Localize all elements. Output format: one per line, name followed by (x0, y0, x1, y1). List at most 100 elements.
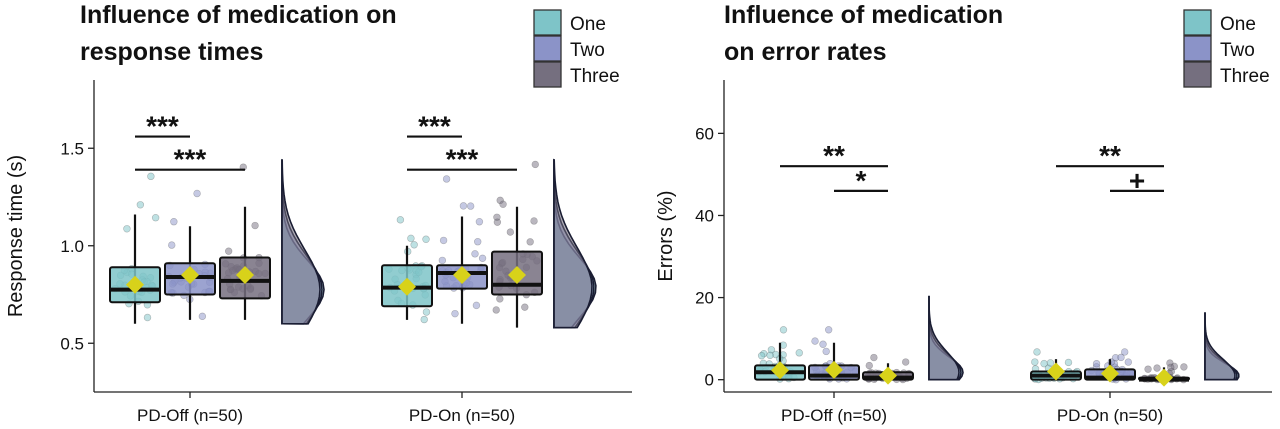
y-tick-label: 1.5 (60, 139, 84, 158)
data-point (1167, 363, 1175, 372)
mean-marker (1047, 362, 1065, 381)
data-point (407, 234, 415, 243)
error-rate-panel: Influence of medication on error rates 0 20… (655, 1, 1272, 425)
significance-label: *** (446, 144, 479, 175)
mean-marker (1155, 368, 1173, 387)
data-point (506, 228, 515, 236)
data-point (1107, 358, 1115, 366)
significance-label: *** (174, 144, 207, 175)
y-tick-label: 0 (705, 371, 714, 390)
data-point (1031, 358, 1039, 366)
data-point (795, 349, 803, 357)
data-point (822, 347, 830, 356)
legend-label: Two (1220, 40, 1255, 61)
data-point (1092, 359, 1101, 368)
chart-title-line: on error rates (724, 38, 887, 66)
legend-label: Two (570, 40, 605, 61)
response-time-panel: Influence of medication on response times… (5, 1, 632, 425)
data-point (143, 313, 152, 322)
data-point (474, 238, 482, 246)
mean-marker (181, 266, 199, 284)
data-point (442, 175, 451, 183)
data-point (493, 218, 502, 226)
data-point (824, 326, 833, 334)
data-point (499, 200, 507, 208)
data-point (410, 241, 418, 249)
y-tick-label: 60 (695, 124, 714, 143)
data-point (422, 308, 431, 316)
significance-label: ** (1099, 140, 1121, 171)
data-point (1064, 358, 1073, 367)
data-point (459, 202, 468, 210)
data-point (757, 351, 766, 360)
data-point (1046, 359, 1055, 367)
data-point (170, 218, 178, 226)
mean-marker (236, 266, 254, 284)
density-curve (928, 295, 960, 381)
data-point (766, 351, 774, 360)
mean-marker (771, 361, 789, 380)
mean-marker (398, 277, 416, 296)
chart-title-line: response times (80, 38, 263, 66)
mean-marker (879, 366, 897, 385)
data-point (901, 358, 910, 366)
density-curve (553, 158, 593, 329)
data-point (475, 218, 484, 226)
legend-label: One (1220, 14, 1256, 35)
x-tick-label: PD-Off (n=50) (137, 406, 243, 425)
data-point (251, 221, 259, 230)
chart-title-line: Influence of medication on (80, 1, 397, 29)
data-point (870, 353, 878, 362)
significance-label: * (856, 165, 867, 196)
data-point (531, 160, 539, 169)
data-point (521, 303, 529, 311)
data-point (811, 337, 819, 345)
data-point (526, 238, 534, 246)
legend-swatch (1183, 61, 1212, 88)
data-point (466, 202, 475, 210)
data-point (396, 216, 405, 224)
data-point (438, 256, 447, 265)
density-curve (1204, 312, 1236, 381)
data-point (1153, 364, 1161, 372)
mean-marker (1101, 364, 1119, 383)
data-point (136, 201, 145, 209)
data-point (492, 306, 500, 314)
data-point (865, 361, 873, 370)
y-axis-label: Errors (%) (655, 190, 677, 281)
data-point (471, 250, 479, 258)
data-point (1120, 348, 1129, 356)
x-tick-label: PD-Off (n=50) (781, 406, 887, 425)
legend-swatch (1183, 9, 1212, 36)
data-point (530, 217, 538, 225)
data-point (422, 235, 430, 243)
data-point (151, 214, 160, 222)
data-point (1144, 365, 1152, 373)
y-tick-label: 40 (695, 206, 714, 225)
legend-label: One (570, 14, 606, 35)
x-tick-label: PD-On (n=50) (409, 406, 515, 425)
mean-marker (508, 266, 526, 284)
y-axis-label: Response time (s) (5, 155, 27, 317)
x-tick-label: PD-On (n=50) (1057, 406, 1163, 425)
y-tick-label: 1.0 (60, 237, 84, 256)
significance-label: *** (418, 111, 451, 142)
legend-swatch (533, 61, 562, 88)
legend-swatch (533, 9, 562, 36)
data-point (1117, 353, 1125, 362)
data-point (439, 236, 448, 245)
data-point (123, 225, 131, 233)
data-point (420, 315, 428, 324)
significance-label: ** (823, 140, 845, 171)
mean-marker (825, 360, 843, 379)
legend-label: Three (1220, 66, 1270, 87)
data-point (779, 326, 788, 334)
density-curve (281, 158, 321, 325)
data-point (496, 295, 504, 303)
y-tick-label: 0.5 (60, 334, 84, 353)
data-point (1124, 358, 1133, 366)
data-point (1180, 363, 1188, 371)
data-point (472, 301, 481, 310)
data-point (478, 254, 487, 263)
